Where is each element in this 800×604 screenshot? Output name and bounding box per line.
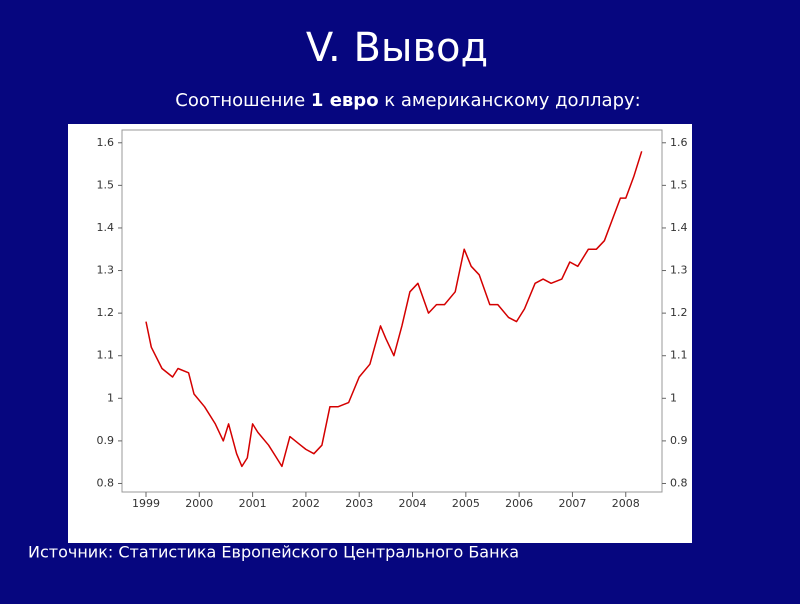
y-tick-label: 1.5 — [97, 178, 115, 191]
y-tick-label: 1.1 — [97, 349, 115, 362]
y-tick-label: 0.8 — [97, 476, 115, 489]
y2-tick-label: 1.1 — [670, 349, 688, 362]
x-tick-label: 1999 — [132, 497, 160, 510]
y2-tick-label: 0.8 — [670, 476, 688, 489]
subtitle-text: к американскому доллару: — [379, 90, 641, 111]
x-tick-label: 2006 — [505, 497, 533, 510]
subtitle-bold: 1 евро — [311, 90, 379, 111]
y-tick-label: 1.3 — [97, 264, 115, 277]
x-tick-label: 2002 — [292, 497, 320, 510]
slide-title: V. Вывод — [306, 25, 488, 71]
y2-tick-label: 1 — [670, 391, 677, 404]
plot-frame — [121, 129, 663, 493]
source: Источник: Статистика Европейского Центра… — [28, 543, 519, 562]
y-tick-label: 0.9 — [97, 434, 115, 447]
data-line — [145, 151, 643, 468]
x-tick-label: 2003 — [345, 497, 373, 510]
x-tick-label: 2005 — [452, 497, 480, 510]
x-tick-label: 2004 — [399, 497, 427, 510]
y-tick-label: 1.2 — [97, 306, 115, 319]
y2-tick-label: 1.5 — [670, 178, 688, 191]
y-tick-label: 1 — [107, 391, 114, 404]
y2-tick-label: 1.3 — [670, 264, 688, 277]
y-tick-label: 1.4 — [97, 221, 115, 234]
x-tick-label: 2007 — [558, 497, 586, 510]
subtitle: Соотношение 1 евро к американскому долла… — [175, 90, 640, 111]
chart-background — [68, 124, 692, 543]
y2-tick-label: 1.4 — [670, 221, 688, 234]
x-tick-label: 2008 — [612, 497, 640, 510]
x-tick-label: 2001 — [239, 497, 267, 510]
y2-tick-label: 1.2 — [670, 306, 688, 319]
y-tick-label: 1.6 — [97, 136, 115, 149]
y2-tick-label: 0.9 — [670, 434, 688, 447]
x-tick-label: 2000 — [185, 497, 213, 510]
y2-tick-label: 1.6 — [670, 136, 688, 149]
subtitle-text: Соотношение — [175, 90, 311, 111]
